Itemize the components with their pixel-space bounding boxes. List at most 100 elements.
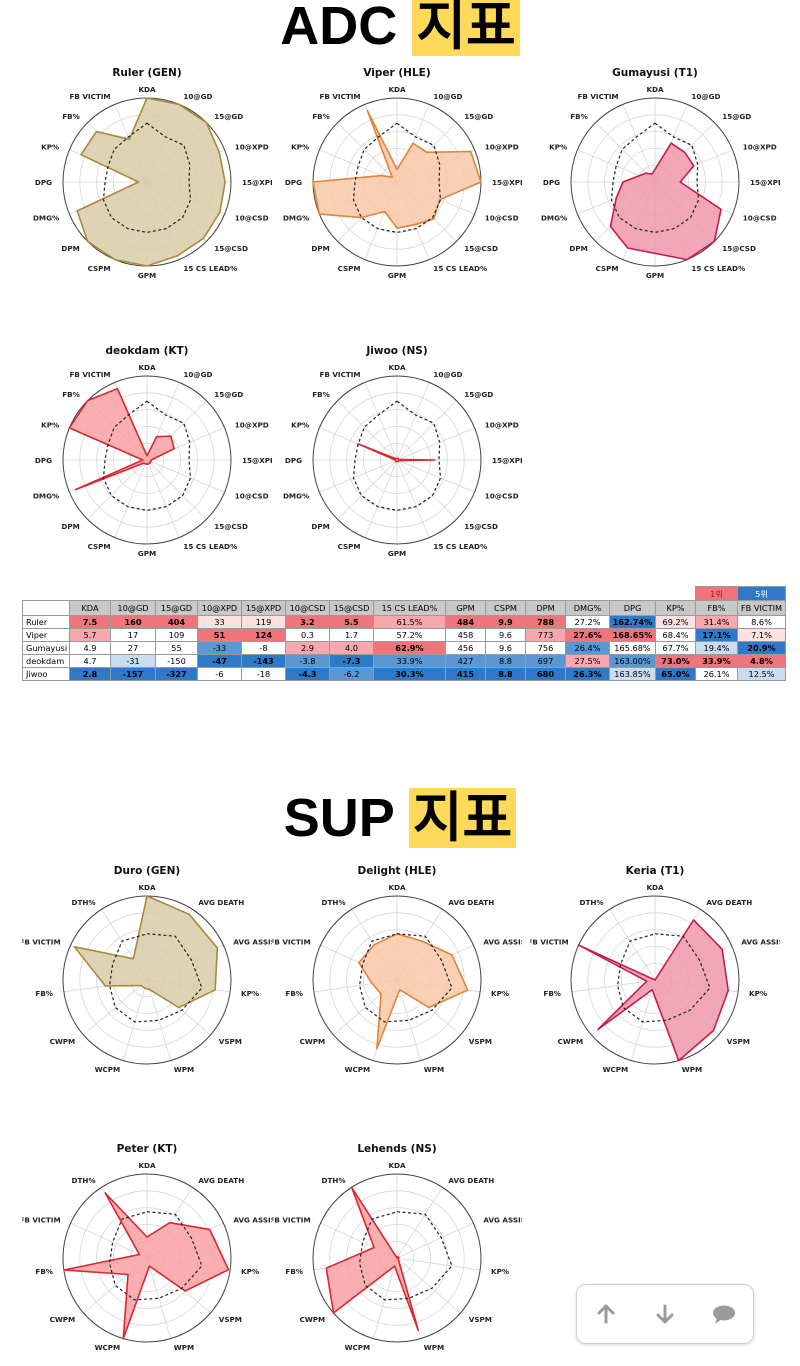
radar-axis-label: FB VICTIM — [577, 92, 618, 101]
legend-spacer — [286, 587, 330, 601]
table-cell: 109 — [155, 628, 198, 642]
legend-spacer — [486, 587, 526, 601]
table-header-cell: DMG% — [565, 600, 610, 616]
radar-axis-label: 15 CS LEAD% — [183, 264, 237, 273]
radar-axis-label: FB% — [285, 1267, 303, 1276]
table-row: Viper 5.7 17 109 51 124 0.3 1.7 57.2% 458 9.6 773 27… — [22, 628, 786, 642]
radar-spoke — [146, 979, 172, 1061]
arrow-up-icon[interactable] — [586, 1294, 626, 1334]
radar-axis-label: 10@GD — [183, 370, 212, 379]
legend-spacer — [374, 587, 446, 601]
adc-title-latin: ADC — [280, 0, 398, 56]
table-cell: 27.5% — [565, 654, 610, 668]
radar-axis-label: FB VICTIM — [272, 1215, 311, 1224]
radar-axis-label: CSPM — [88, 542, 111, 551]
radar-axis-label: KP% — [491, 989, 509, 998]
radar-axis-label: FB% — [312, 390, 330, 399]
radar-axis-label: VSPM — [469, 1037, 492, 1046]
radar-axis-label: AVG ASSIST — [233, 1215, 272, 1224]
radar-axis-label: DTH% — [72, 1176, 96, 1185]
radar-player-area — [357, 443, 436, 463]
radar-axis-label: AVG DEATH — [448, 1176, 494, 1185]
radar-axis-label: FB% — [35, 1267, 53, 1276]
table-cell: 73.0% — [655, 654, 696, 668]
radar-axis-label: FB VICTIM — [319, 92, 360, 101]
table-cell: 4.7 — [69, 654, 111, 668]
radar-axis-label: WPM — [174, 1343, 194, 1352]
table-cell: 26.1% — [695, 667, 738, 681]
radar-axis-label: 15 CS LEAD% — [433, 542, 487, 551]
radar-outer-ring — [62, 1173, 232, 1343]
radar-spoke — [396, 1187, 443, 1259]
radar-axis-label: FB% — [35, 989, 53, 998]
radar-spoke — [622, 104, 656, 183]
radar-axis-label: 10@XPD — [235, 142, 269, 151]
radar-axis-label: AVG DEATH — [706, 898, 752, 907]
radar-axis-label: 10@CSD — [485, 492, 519, 501]
radar-axis-label: KDA — [138, 883, 156, 892]
radar-axis-label: 15@GD — [722, 112, 751, 121]
table-cell: 0.3 — [285, 628, 330, 642]
radar-axis-label: DMG% — [33, 492, 59, 501]
radar-axis-label: KDA — [138, 85, 156, 94]
table-cell: 62.9% — [373, 641, 446, 655]
radar-axis-label: 10@XPD — [485, 420, 519, 429]
table-cell: 163.00% — [609, 654, 656, 668]
table-header-cell: 10@XPD — [197, 600, 242, 616]
table-cell: 33.9% — [695, 654, 738, 668]
table-cell: 12.5% — [737, 667, 786, 681]
radar-axis-label: 15@CSD — [722, 244, 756, 253]
table-header-cell: GPM — [445, 600, 486, 616]
table-header-cell: FB% — [695, 600, 738, 616]
radar-chart-duro: KDA AVG DEATH AVG ASSIST KP% VSPM WPM WCPM CWPM… — [19, 862, 280, 1084]
arrow-down-icon[interactable] — [645, 1294, 685, 1334]
table-cell: -18 — [241, 667, 286, 681]
table-cell: 119 — [241, 615, 286, 629]
radar-axis-label: VSPM — [469, 1315, 492, 1324]
radar-axis-label: KDA — [388, 883, 406, 892]
table-header-cell: 10@CSD — [285, 600, 330, 616]
comment-icon[interactable] — [704, 1294, 744, 1334]
radar-axis-label: FB% — [62, 112, 80, 121]
radar-spoke — [396, 979, 422, 1061]
radar-chart-delight: KDA AVG DEATH AVG ASSIST KP% VSPM WPM WCPM CWPM… — [269, 862, 530, 1084]
table-header-cell: DPM — [525, 600, 566, 616]
table-cell: 26.4% — [565, 641, 610, 655]
radar-player-area — [577, 919, 729, 1062]
radar-axis-label: AVG ASSIST — [741, 937, 780, 946]
radar-axis-label: FB% — [543, 989, 561, 998]
adc-section-title: ADC 지표 — [0, 0, 800, 58]
table-cell: 8.8 — [485, 667, 526, 681]
radar-axis-label: FB VICTIM — [22, 937, 61, 946]
table-cell: 160 — [110, 615, 156, 629]
table-cell: 1.7 — [329, 628, 374, 642]
radar-title: Keria (T1) — [626, 865, 685, 877]
sup-section-title: SUP 지표 — [0, 786, 800, 850]
radar-axis-label: GPM — [138, 271, 156, 280]
table-header-cell: 10@GD — [110, 600, 156, 616]
radar-spoke — [364, 459, 398, 538]
radar-title: Ruler (GEN) — [112, 67, 181, 79]
radar-spoke — [396, 1257, 481, 1271]
table-cell: -4.3 — [285, 667, 330, 681]
radar-axis-label: 10@GD — [691, 92, 720, 101]
table-cell: 7.5 — [69, 615, 111, 629]
radar-axis-label: 15@CSD — [214, 522, 248, 531]
radar-axis-label: CWPM — [558, 1037, 584, 1046]
legend-spacer — [656, 587, 696, 601]
radar-axis-label: 10@XPD — [743, 142, 777, 151]
table-header-cell: CSPM — [485, 600, 526, 616]
table-cell: 27.2% — [565, 615, 610, 629]
radar-svg: KDA AVG DEATH AVG ASSIST KP% VSPM WPM WCPM CWPM… — [19, 865, 280, 1074]
radar-title: Gumayusi (T1) — [612, 67, 698, 79]
radar-axis-label: CSPM — [596, 264, 619, 273]
radar-axis-label: 15 CS LEAD% — [691, 264, 745, 273]
radar-axis-label: DMG% — [283, 214, 309, 223]
table-cell: 69.2% — [655, 615, 696, 629]
radar-spoke — [396, 1257, 461, 1314]
radar-axis-label: DTH% — [322, 1176, 346, 1185]
sup-title-latin: SUP — [283, 788, 394, 848]
radar-spoke — [337, 400, 398, 461]
radar-axis-label: 10@CSD — [235, 492, 269, 501]
radar-axis-label: DTH% — [580, 898, 604, 907]
